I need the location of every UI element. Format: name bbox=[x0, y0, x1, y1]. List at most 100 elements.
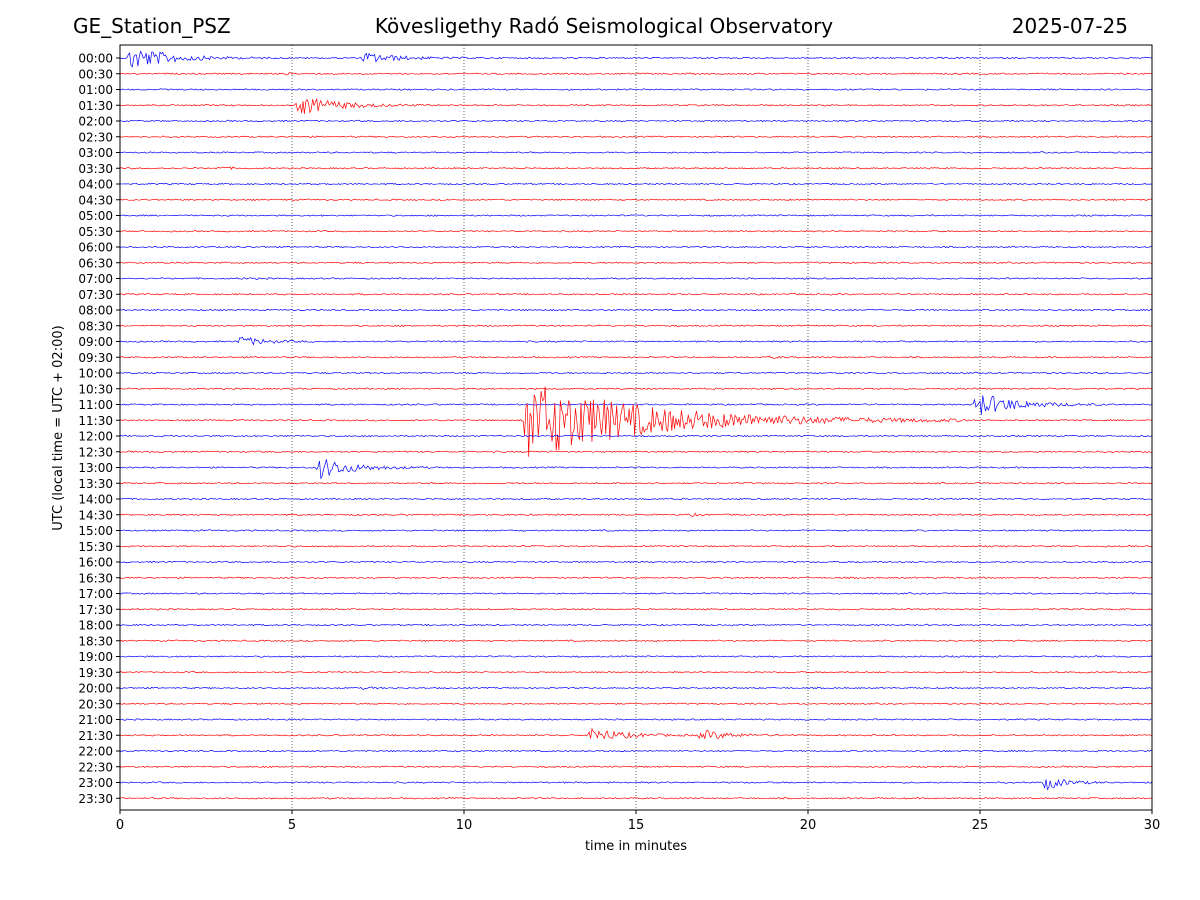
y-tick-label: 05:00 bbox=[78, 209, 113, 223]
y-tick-label: 22:30 bbox=[78, 760, 113, 774]
trace-row bbox=[119, 481, 1153, 485]
trace-row bbox=[119, 198, 1153, 201]
trace-row bbox=[119, 119, 1153, 123]
y-tick-label: 01:30 bbox=[78, 99, 113, 113]
y-tick-label: 18:30 bbox=[78, 634, 113, 648]
y-tick-label: 03:00 bbox=[78, 146, 113, 160]
y-tick-label: 15:30 bbox=[78, 540, 113, 554]
y-tick-label: 08:00 bbox=[78, 304, 113, 318]
trace-row bbox=[119, 560, 1153, 564]
trace-row bbox=[119, 98, 1153, 114]
trace-row bbox=[119, 387, 1153, 390]
trace-row bbox=[119, 151, 1153, 154]
y-axis-label: UTC (local time = UTC + 02:00) bbox=[51, 325, 66, 530]
date-title: 2025-07-25 bbox=[1011, 14, 1128, 38]
x-tick-label: 25 bbox=[972, 818, 989, 833]
trace-row bbox=[119, 166, 1153, 170]
y-tick-label: 20:00 bbox=[78, 682, 113, 696]
y-tick-label: 07:00 bbox=[78, 272, 113, 286]
trace-row bbox=[119, 135, 1153, 139]
trace-row bbox=[119, 182, 1153, 186]
y-tick-label: 09:00 bbox=[78, 335, 113, 349]
seismic-traces bbox=[119, 50, 1153, 800]
trace-row bbox=[119, 686, 1153, 690]
trace-row bbox=[119, 88, 1153, 91]
trace-row bbox=[119, 702, 1153, 705]
y-tick-label: 11:00 bbox=[78, 398, 113, 412]
observatory-title: Kövesligethy Radó Seismological Observat… bbox=[374, 14, 834, 38]
trace-row bbox=[119, 765, 1153, 768]
trace-row bbox=[119, 308, 1153, 312]
y-tick-label: 05:30 bbox=[78, 225, 113, 239]
trace-row bbox=[119, 214, 1153, 217]
trace-row bbox=[119, 72, 1153, 76]
trace-row bbox=[119, 778, 1153, 791]
x-tick-label: 15 bbox=[628, 818, 645, 833]
x-tick-label: 30 bbox=[1144, 818, 1161, 833]
trace-row bbox=[119, 292, 1153, 296]
trace-row bbox=[119, 245, 1153, 249]
trace-row bbox=[119, 592, 1153, 595]
y-tick-label: 07:30 bbox=[78, 288, 113, 302]
trace-row bbox=[119, 639, 1153, 642]
trace-row bbox=[119, 450, 1152, 454]
y-tick-label: 20:30 bbox=[78, 697, 113, 711]
trace-row bbox=[119, 607, 1153, 611]
y-tick-label: 21:00 bbox=[78, 713, 113, 727]
trace-row bbox=[119, 545, 1153, 548]
y-tick-label: 19:30 bbox=[78, 666, 113, 680]
y-tick-label: 03:30 bbox=[78, 162, 113, 176]
trace-row bbox=[119, 371, 1153, 375]
trace-row bbox=[119, 727, 1153, 740]
y-tick-label: 02:30 bbox=[78, 130, 113, 144]
y-tick-label: 08:30 bbox=[78, 319, 113, 333]
y-tick-label: 11:30 bbox=[78, 414, 113, 428]
y-tick-label: 17:30 bbox=[78, 603, 113, 617]
x-tick-label: 20 bbox=[800, 818, 817, 833]
y-tick-label: 06:00 bbox=[78, 241, 113, 255]
y-tick-label: 00:00 bbox=[78, 52, 113, 66]
trace-row bbox=[119, 749, 1153, 753]
x-tick-label: 0 bbox=[116, 818, 124, 833]
trace-row bbox=[119, 655, 1153, 658]
y-tick-label: 17:00 bbox=[78, 587, 113, 601]
trace-row bbox=[119, 50, 1153, 68]
y-tick-label: 18:00 bbox=[78, 619, 113, 633]
trace-row bbox=[119, 797, 1153, 800]
trace-row bbox=[119, 576, 1153, 580]
x-axis-ticks: 0 5 10 15 20 25 30 bbox=[116, 810, 1160, 833]
y-tick-label: 23:30 bbox=[78, 792, 113, 806]
trace-row bbox=[119, 336, 1153, 346]
y-tick-label: 12:30 bbox=[78, 445, 113, 459]
trace-row bbox=[119, 277, 1153, 280]
trace-row bbox=[119, 434, 1153, 438]
x-axis-label: time in minutes bbox=[585, 839, 687, 854]
y-tick-label: 01:00 bbox=[78, 83, 113, 97]
y-tick-label: 21:30 bbox=[78, 729, 113, 743]
trace-row bbox=[119, 324, 1153, 327]
y-tick-label: 12:00 bbox=[78, 430, 113, 444]
station-title: GE_Station_PSZ bbox=[73, 14, 231, 38]
trace-row bbox=[119, 512, 1153, 517]
trace-row bbox=[119, 718, 1153, 721]
trace-row bbox=[119, 459, 1153, 480]
y-tick-label: 04:30 bbox=[78, 193, 113, 207]
trace-row bbox=[119, 386, 1153, 457]
trace-row bbox=[119, 395, 1153, 415]
y-tick-label: 16:30 bbox=[78, 571, 113, 585]
x-tick-label: 10 bbox=[456, 818, 473, 833]
y-tick-label: 04:00 bbox=[78, 178, 113, 192]
y-tick-label: 06:30 bbox=[78, 256, 113, 270]
y-tick-label: 14:30 bbox=[78, 508, 113, 522]
trace-row bbox=[119, 497, 1153, 501]
y-tick-label: 23:00 bbox=[78, 776, 113, 790]
y-tick-label: 22:00 bbox=[78, 745, 113, 759]
trace-row bbox=[119, 671, 1153, 674]
x-tick-label: 5 bbox=[288, 818, 296, 833]
y-tick-label: 19:00 bbox=[78, 650, 113, 664]
y-tick-label: 10:00 bbox=[78, 367, 113, 381]
trace-row bbox=[119, 355, 1153, 359]
y-tick-label: 00:30 bbox=[78, 67, 113, 81]
